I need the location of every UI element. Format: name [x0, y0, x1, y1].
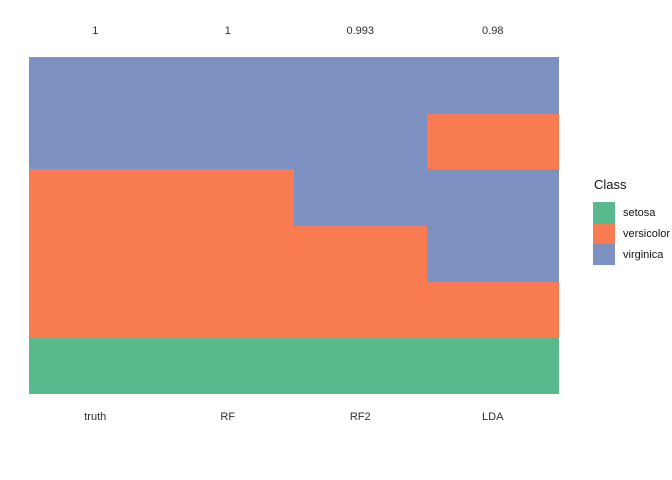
segment-versicolor [161, 168, 294, 339]
column-LDA [426, 57, 559, 394]
legend-title: Class [594, 177, 627, 192]
segment-virginica [294, 57, 427, 227]
accuracy-label-truth: 1 [92, 25, 99, 37]
plot-area [29, 57, 559, 394]
segment-setosa [294, 338, 427, 394]
x-axis-label-RF2: RF2 [349, 411, 371, 423]
legend-swatch-setosa [593, 202, 615, 223]
column-RF [161, 57, 294, 394]
segment-virginica [29, 57, 162, 169]
segment-versicolor [29, 168, 162, 339]
x-axis-label-RF: RF [220, 411, 236, 423]
segment-virginica [426, 168, 559, 283]
accuracy-label-RF: 1 [224, 25, 231, 37]
segment-setosa [29, 338, 162, 394]
x-axis-label-truth: truth [84, 411, 107, 423]
x-axis-label-LDA: LDA [482, 411, 504, 423]
segment-setosa [426, 338, 559, 394]
segment-versicolor [426, 282, 559, 339]
segment-virginica [426, 57, 559, 114]
legend-item-versicolor: versicolor [593, 223, 670, 244]
segment-virginica [161, 57, 294, 169]
legend-items: setosa versicolor virginica [593, 202, 670, 265]
accuracy-label-RF2: 0.993 [346, 25, 375, 37]
legend-label-setosa: setosa [623, 206, 656, 219]
column-RF2 [294, 57, 427, 394]
segment-setosa [161, 338, 294, 394]
legend: Class setosa versicolor virginica [593, 177, 670, 265]
legend-label-versicolor: versicolor [623, 227, 671, 240]
legend-label-virginica: virginica [623, 248, 664, 261]
segment-versicolor [294, 226, 427, 339]
legend-swatch-virginica [593, 244, 615, 265]
segment-versicolor [426, 113, 559, 169]
legend-item-virginica: virginica [593, 244, 670, 265]
legend-item-setosa: setosa [593, 202, 670, 223]
column-truth [29, 57, 162, 394]
accuracy-label-LDA: 0.98 [482, 25, 504, 37]
legend-swatch-versicolor [593, 223, 615, 244]
